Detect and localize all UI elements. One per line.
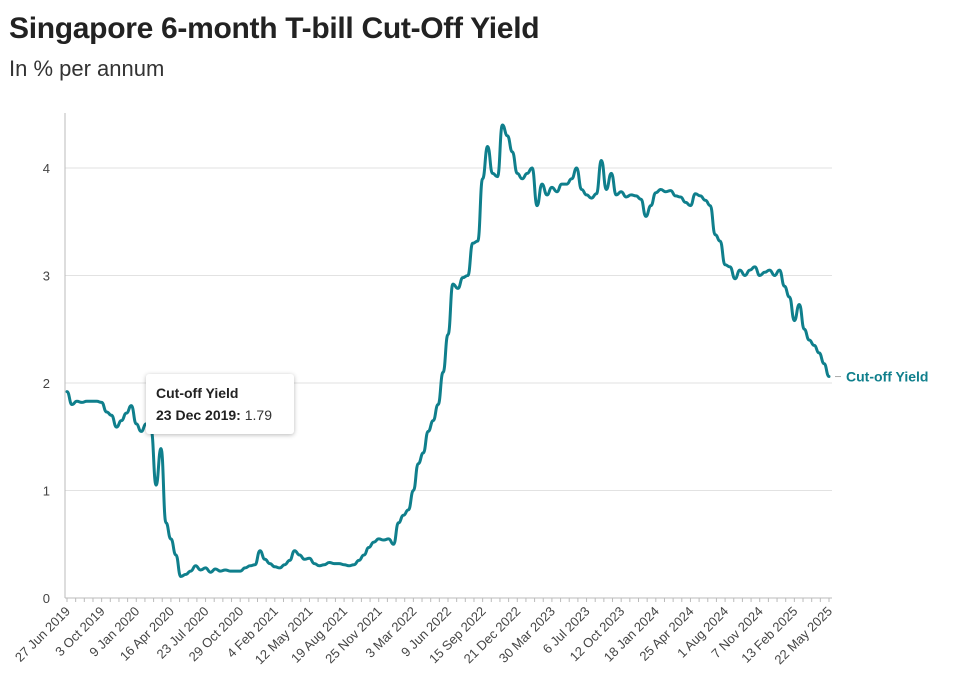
tooltip-row: 23 Dec 2019: 1.79: [156, 407, 272, 423]
chart-subtitle: In % per annum: [9, 56, 165, 81]
series-label: Cut-off Yield: [846, 369, 928, 385]
x-axis: [64, 113, 832, 599]
y-axis: 0 1 2 3 4: [43, 161, 50, 606]
y-tick-label: 4: [43, 161, 50, 176]
series-layer: Cut-off Yield: [65, 123, 928, 578]
y-tick-label: 1: [43, 484, 50, 499]
chart-title: Singapore 6-month T-bill Cut-Off Yield: [9, 12, 540, 45]
y-tick-label: 0: [43, 591, 50, 606]
tooltip-value: 1.79: [244, 407, 272, 423]
tooltip-series-name: Cut-off Yield: [156, 385, 239, 401]
y-tick-label: 3: [43, 269, 50, 284]
tooltip-date: 23 Dec 2019:: [156, 407, 241, 423]
gridlines: [65, 167, 832, 491]
tooltip: Cut-off Yield 23 Dec 2019: 1.79: [146, 374, 294, 434]
y-tick-label: 2: [43, 376, 50, 391]
series-line: [65, 123, 831, 578]
